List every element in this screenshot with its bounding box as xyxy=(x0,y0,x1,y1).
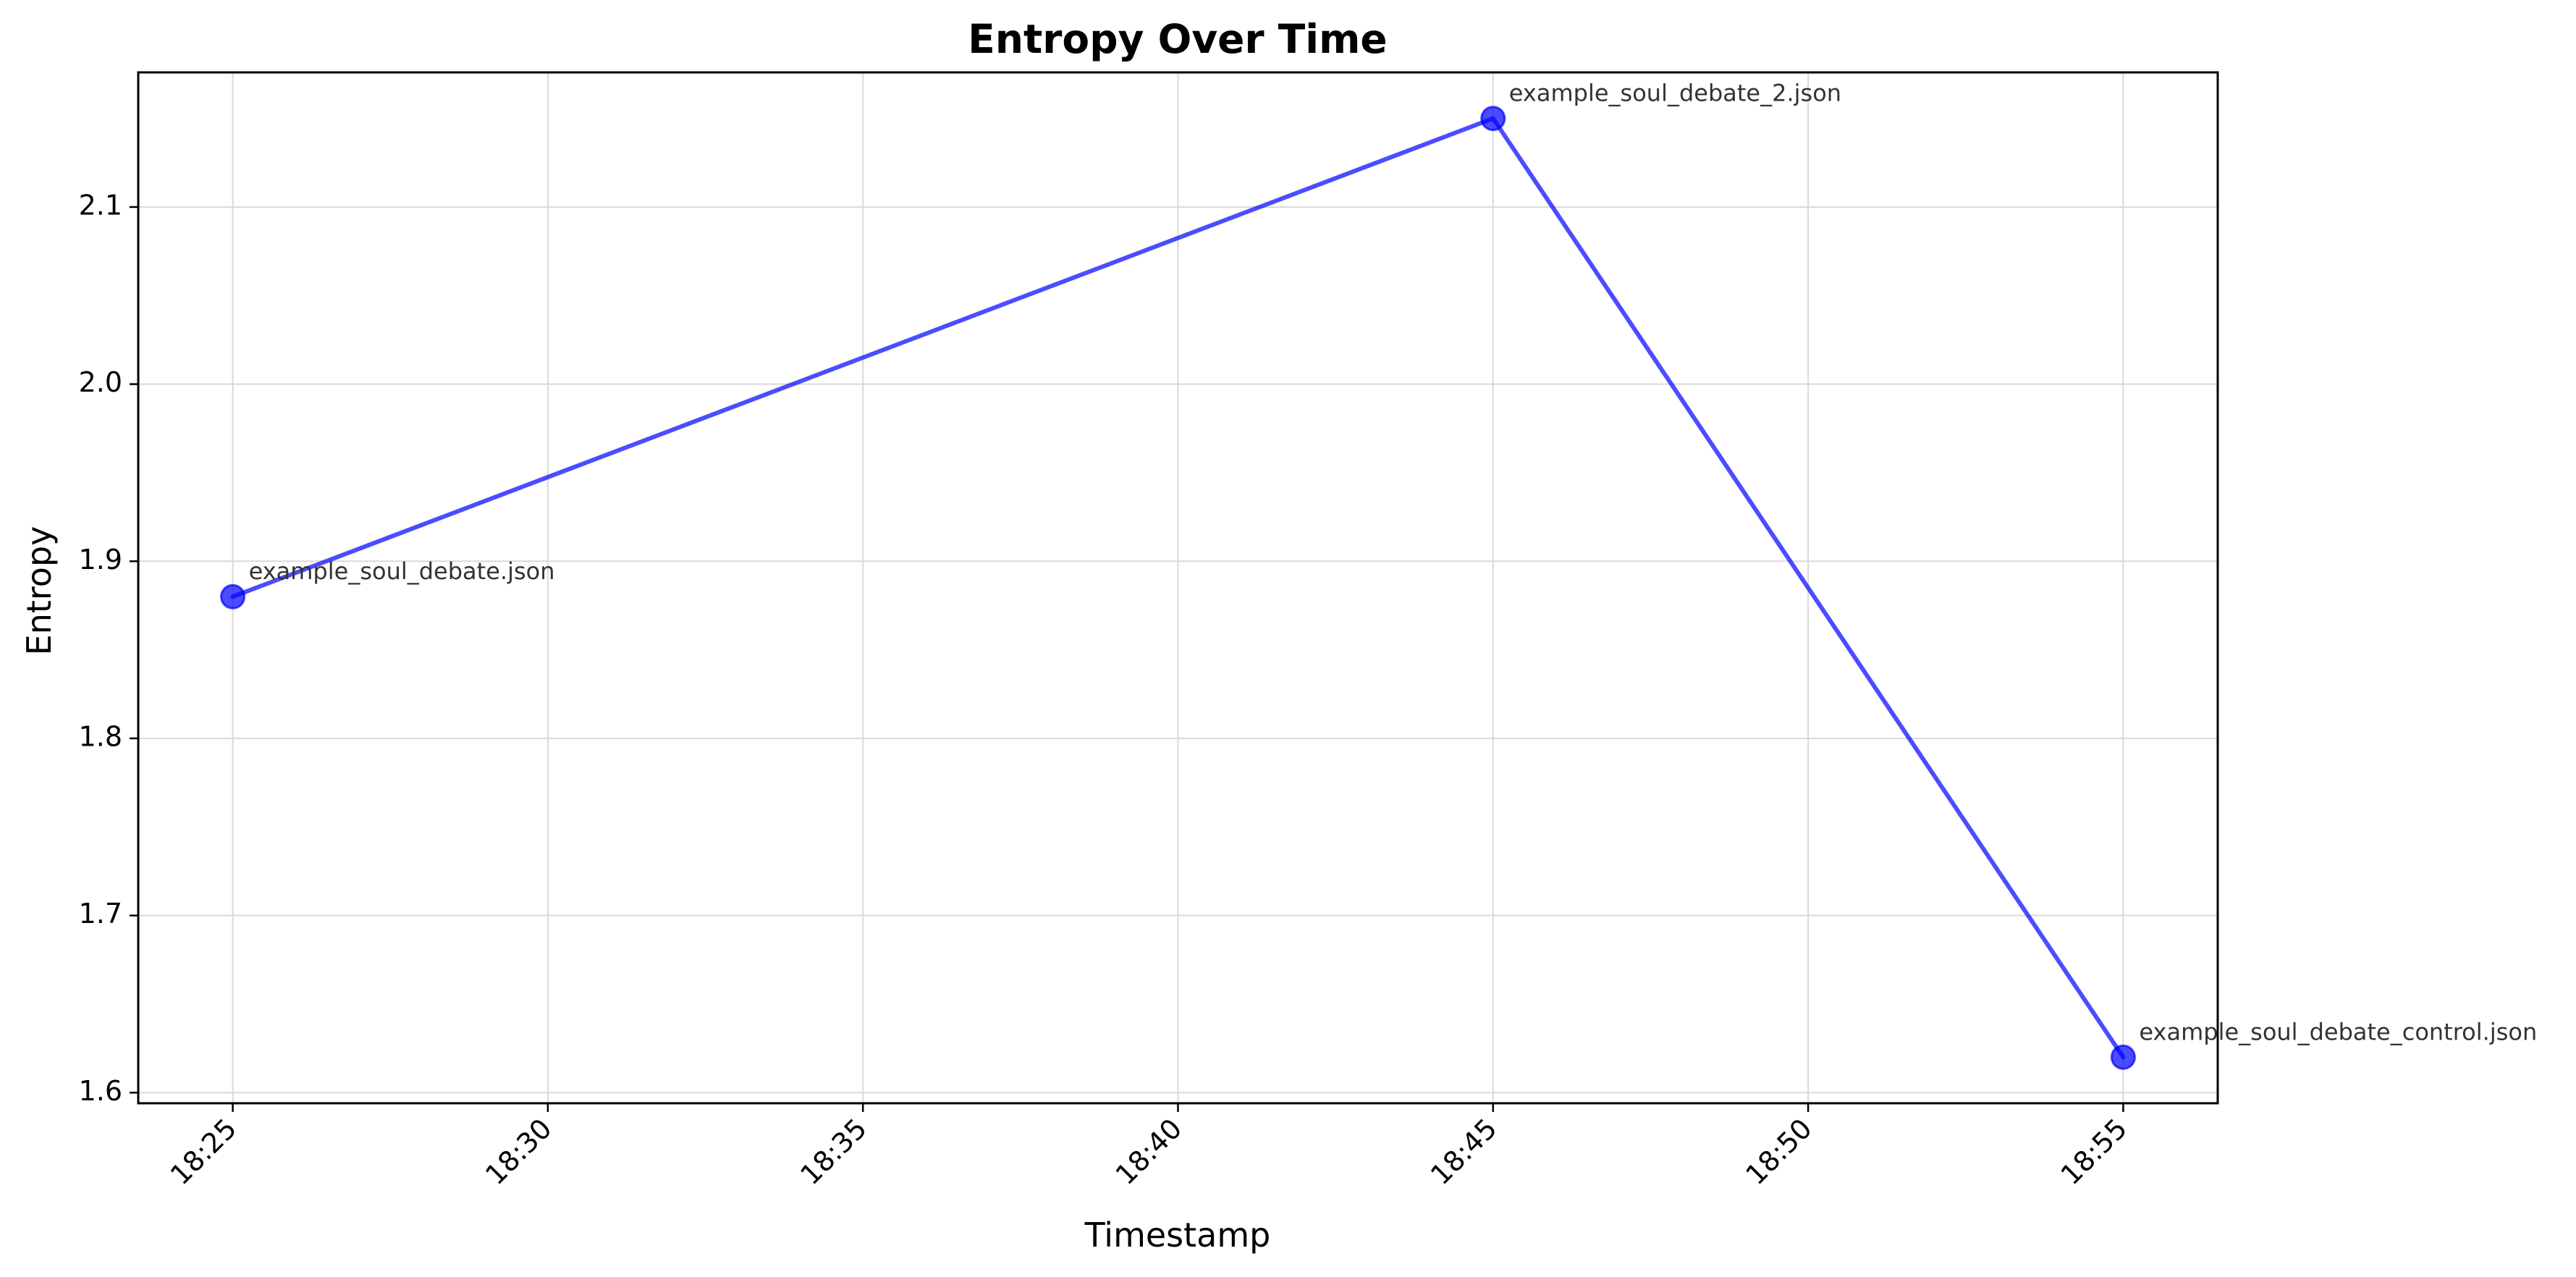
x-tick-label: 18:55 xyxy=(2055,1113,2134,1192)
x-tick-label: 18:35 xyxy=(794,1113,873,1192)
y-tick-label: 1.8 xyxy=(79,720,122,752)
x-axis-label: Timestamp xyxy=(1084,1215,1271,1255)
y-tick-label: 1.9 xyxy=(79,544,122,576)
data-point xyxy=(2110,1044,2136,1070)
plot-area-frame xyxy=(137,71,2219,1105)
point-annotation: example_soul_debate.json xyxy=(249,557,555,585)
y-axis-label: Entropy xyxy=(20,526,59,656)
point-annotation: example_soul_debate_control.json xyxy=(2139,1018,2537,1045)
point-annotation: example_soul_debate_2.json xyxy=(1509,80,1841,107)
y-tick-label: 2.0 xyxy=(79,366,122,398)
series-line: example_soul_debate.json example_soul_deb… xyxy=(220,80,2537,1070)
x-tick-label: 18:50 xyxy=(1739,1113,1818,1192)
data-point xyxy=(220,583,246,610)
x-tick-label: 18:25 xyxy=(164,1113,243,1192)
x-tick-label: 18:45 xyxy=(1424,1113,1503,1192)
y-tick-label: 2.1 xyxy=(79,189,122,221)
data-point xyxy=(1480,106,1506,132)
y-tick-label: 1.6 xyxy=(79,1075,122,1107)
x-tick-label: 18:40 xyxy=(1110,1113,1188,1192)
y-tick-label: 1.7 xyxy=(79,898,122,930)
x-tick-label: 18:30 xyxy=(479,1113,558,1192)
axis-ticks: 18:25 18:30 18:35 18:40 18:45 18:50 18:55 1.6 1.… xyxy=(79,189,2134,1191)
grid xyxy=(138,72,2218,1103)
chart-title: Entropy Over Time xyxy=(968,16,1387,62)
